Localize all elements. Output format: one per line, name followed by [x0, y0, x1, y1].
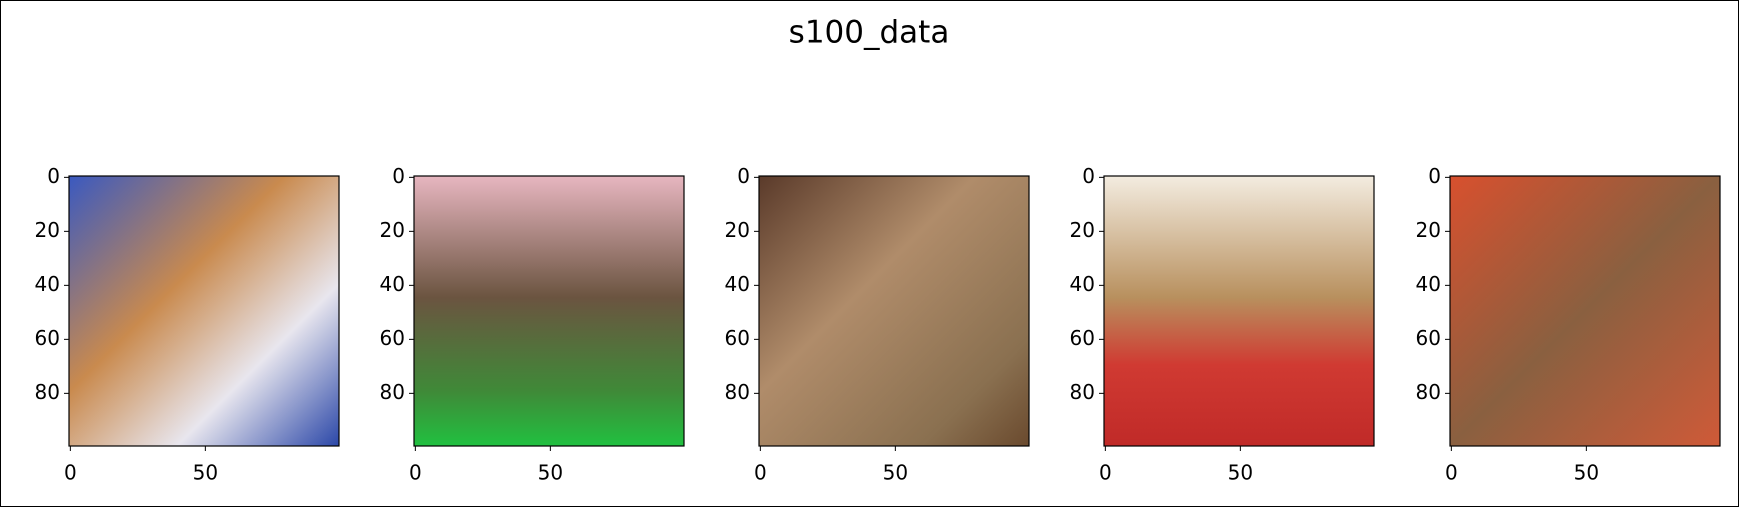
y-tick-label: 60 — [1070, 326, 1095, 350]
axes-frame — [413, 175, 685, 447]
figure-title: s100_data — [789, 15, 950, 51]
x-tick-label: 50 — [1574, 461, 1599, 485]
y-tick-label: 40 — [1070, 272, 1095, 296]
y-tick-label: 20 — [1416, 218, 1441, 242]
axes-frame — [1103, 175, 1375, 447]
y-tick-label: 60 — [35, 326, 60, 350]
axes-frame — [758, 175, 1030, 447]
y-tick-label: 40 — [1416, 272, 1441, 296]
y-tick-label: 0 — [392, 164, 405, 188]
image — [1450, 176, 1720, 446]
x-tick-label: 0 — [1099, 461, 1112, 485]
x-tick-label: 0 — [1445, 461, 1458, 485]
x-tick-label: 50 — [193, 461, 218, 485]
x-tick-label: 0 — [754, 461, 767, 485]
y-tick-label: 80 — [725, 380, 750, 404]
image — [69, 176, 339, 446]
y-tick-label: 80 — [35, 380, 60, 404]
axes-frame — [68, 175, 340, 447]
y-tick-label: 80 — [1070, 380, 1095, 404]
x-tick-label: 0 — [64, 461, 77, 485]
y-tick-label: 60 — [725, 326, 750, 350]
y-tick-label: 40 — [380, 272, 405, 296]
y-tick-label: 60 — [380, 326, 405, 350]
y-tick-label: 60 — [1416, 326, 1441, 350]
x-tick-label: 50 — [1228, 461, 1253, 485]
y-tick-label: 20 — [725, 218, 750, 242]
y-tick-label: 20 — [35, 218, 60, 242]
axes-frame — [1449, 175, 1721, 447]
y-tick-label: 20 — [1070, 218, 1095, 242]
x-tick-label: 50 — [883, 461, 908, 485]
x-tick-label: 50 — [538, 461, 563, 485]
x-tick-label: 0 — [409, 461, 422, 485]
image — [414, 176, 684, 446]
image — [759, 176, 1029, 446]
y-tick-label: 20 — [380, 218, 405, 242]
y-tick-label: 80 — [380, 380, 405, 404]
y-tick-label: 0 — [737, 164, 750, 188]
y-tick-label: 40 — [35, 272, 60, 296]
y-tick-label: 0 — [47, 164, 60, 188]
y-tick-label: 80 — [1416, 380, 1441, 404]
image — [1104, 176, 1374, 446]
y-tick-label: 0 — [1428, 164, 1441, 188]
y-tick-label: 0 — [1082, 164, 1095, 188]
y-tick-label: 40 — [725, 272, 750, 296]
